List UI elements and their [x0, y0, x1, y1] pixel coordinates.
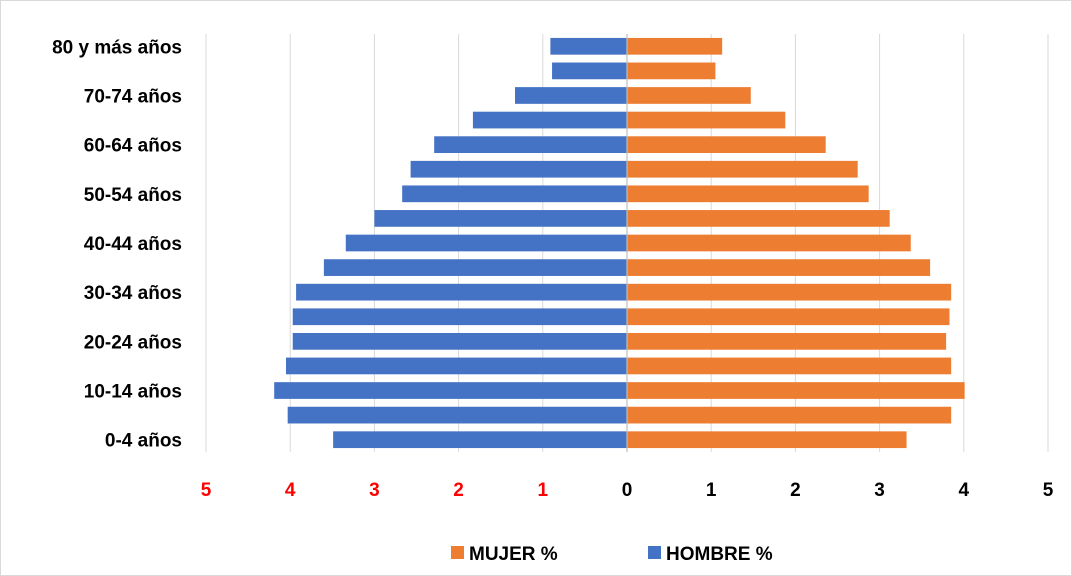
bar-mujer-8: [627, 234, 911, 252]
legend-label-mujer: MUJER %: [469, 544, 558, 565]
x-tick-label-0: 5: [201, 480, 212, 501]
x-tick-label-8: 3: [874, 480, 885, 501]
x-tick-label-10: 5: [1043, 480, 1054, 501]
bar-hombre-15: [552, 62, 627, 80]
bar-mujer-10: [627, 185, 869, 203]
bars: [274, 37, 965, 449]
legend-label-hombre: HOMBRE %: [666, 544, 773, 565]
bar-mujer-0: [627, 431, 907, 449]
category-label-6: 30-34 años: [84, 283, 182, 304]
bar-mujer-3: [627, 357, 952, 375]
bar-mujer-11: [627, 160, 858, 178]
category-label-10: 50-54 años: [84, 185, 182, 206]
bar-hombre-2: [274, 382, 627, 399]
bar-hombre-6: [296, 283, 627, 301]
category-labels: 0-4 años 10-14 años 20-24 años 30-34 años 40…: [52, 37, 182, 451]
bar-mujer-4: [627, 332, 947, 350]
x-tick-label-7: 2: [790, 480, 801, 501]
bar-hombre-1: [287, 406, 627, 424]
bar-hombre-0: [333, 431, 627, 449]
bar-hombre-3: [285, 357, 627, 375]
category-label-14: 70-74 años: [84, 86, 182, 107]
bar-mujer-7: [627, 259, 931, 276]
category-label-4: 20-24 años: [84, 332, 182, 353]
bar-mujer-15: [627, 62, 716, 80]
bar-mujer-16: [627, 37, 723, 55]
bar-hombre-11: [410, 160, 627, 178]
bar-hombre-7: [323, 259, 627, 276]
bar-hombre-16: [550, 37, 627, 55]
bar-mujer-14: [627, 87, 751, 104]
x-tick-labels: 5 4 3 2 1 0 1 2 3 4 5: [201, 480, 1054, 501]
category-label-0: 0-4 años: [105, 431, 182, 452]
bar-mujer-13: [627, 111, 786, 129]
bar-hombre-10: [402, 185, 627, 203]
bar-hombre-4: [292, 332, 627, 350]
bar-mujer-5: [627, 308, 950, 326]
bar-mujer-6: [627, 283, 952, 301]
bar-hombre-14: [515, 87, 627, 104]
x-tick-label-4: 1: [538, 480, 549, 501]
bar-hombre-5: [292, 308, 627, 326]
category-label-2: 10-14 años: [84, 382, 182, 403]
bar-mujer-1: [627, 406, 952, 424]
bar-mujer-2: [627, 382, 965, 399]
bar-hombre-13: [472, 111, 627, 129]
x-tick-label-2: 3: [369, 480, 380, 501]
category-label-12: 60-64 años: [84, 136, 182, 157]
x-tick-label-5: 0: [622, 480, 633, 501]
bar-hombre-12: [434, 136, 627, 154]
bar-mujer-12: [627, 136, 826, 154]
x-tick-label-9: 4: [959, 480, 970, 501]
bar-hombre-9: [374, 210, 627, 227]
category-label-16: 80 y más años: [52, 37, 182, 58]
legend: MUJER % HOMBRE %: [451, 544, 773, 565]
bar-mujer-9: [627, 210, 890, 227]
legend-swatch-mujer: [451, 546, 464, 559]
category-label-8: 40-44 años: [84, 234, 182, 255]
x-tick-label-1: 4: [285, 480, 296, 501]
x-tick-label-6: 1: [706, 480, 717, 501]
bar-hombre-8: [345, 234, 627, 252]
x-tick-label-3: 2: [453, 480, 464, 501]
legend-swatch-hombre: [648, 546, 661, 559]
